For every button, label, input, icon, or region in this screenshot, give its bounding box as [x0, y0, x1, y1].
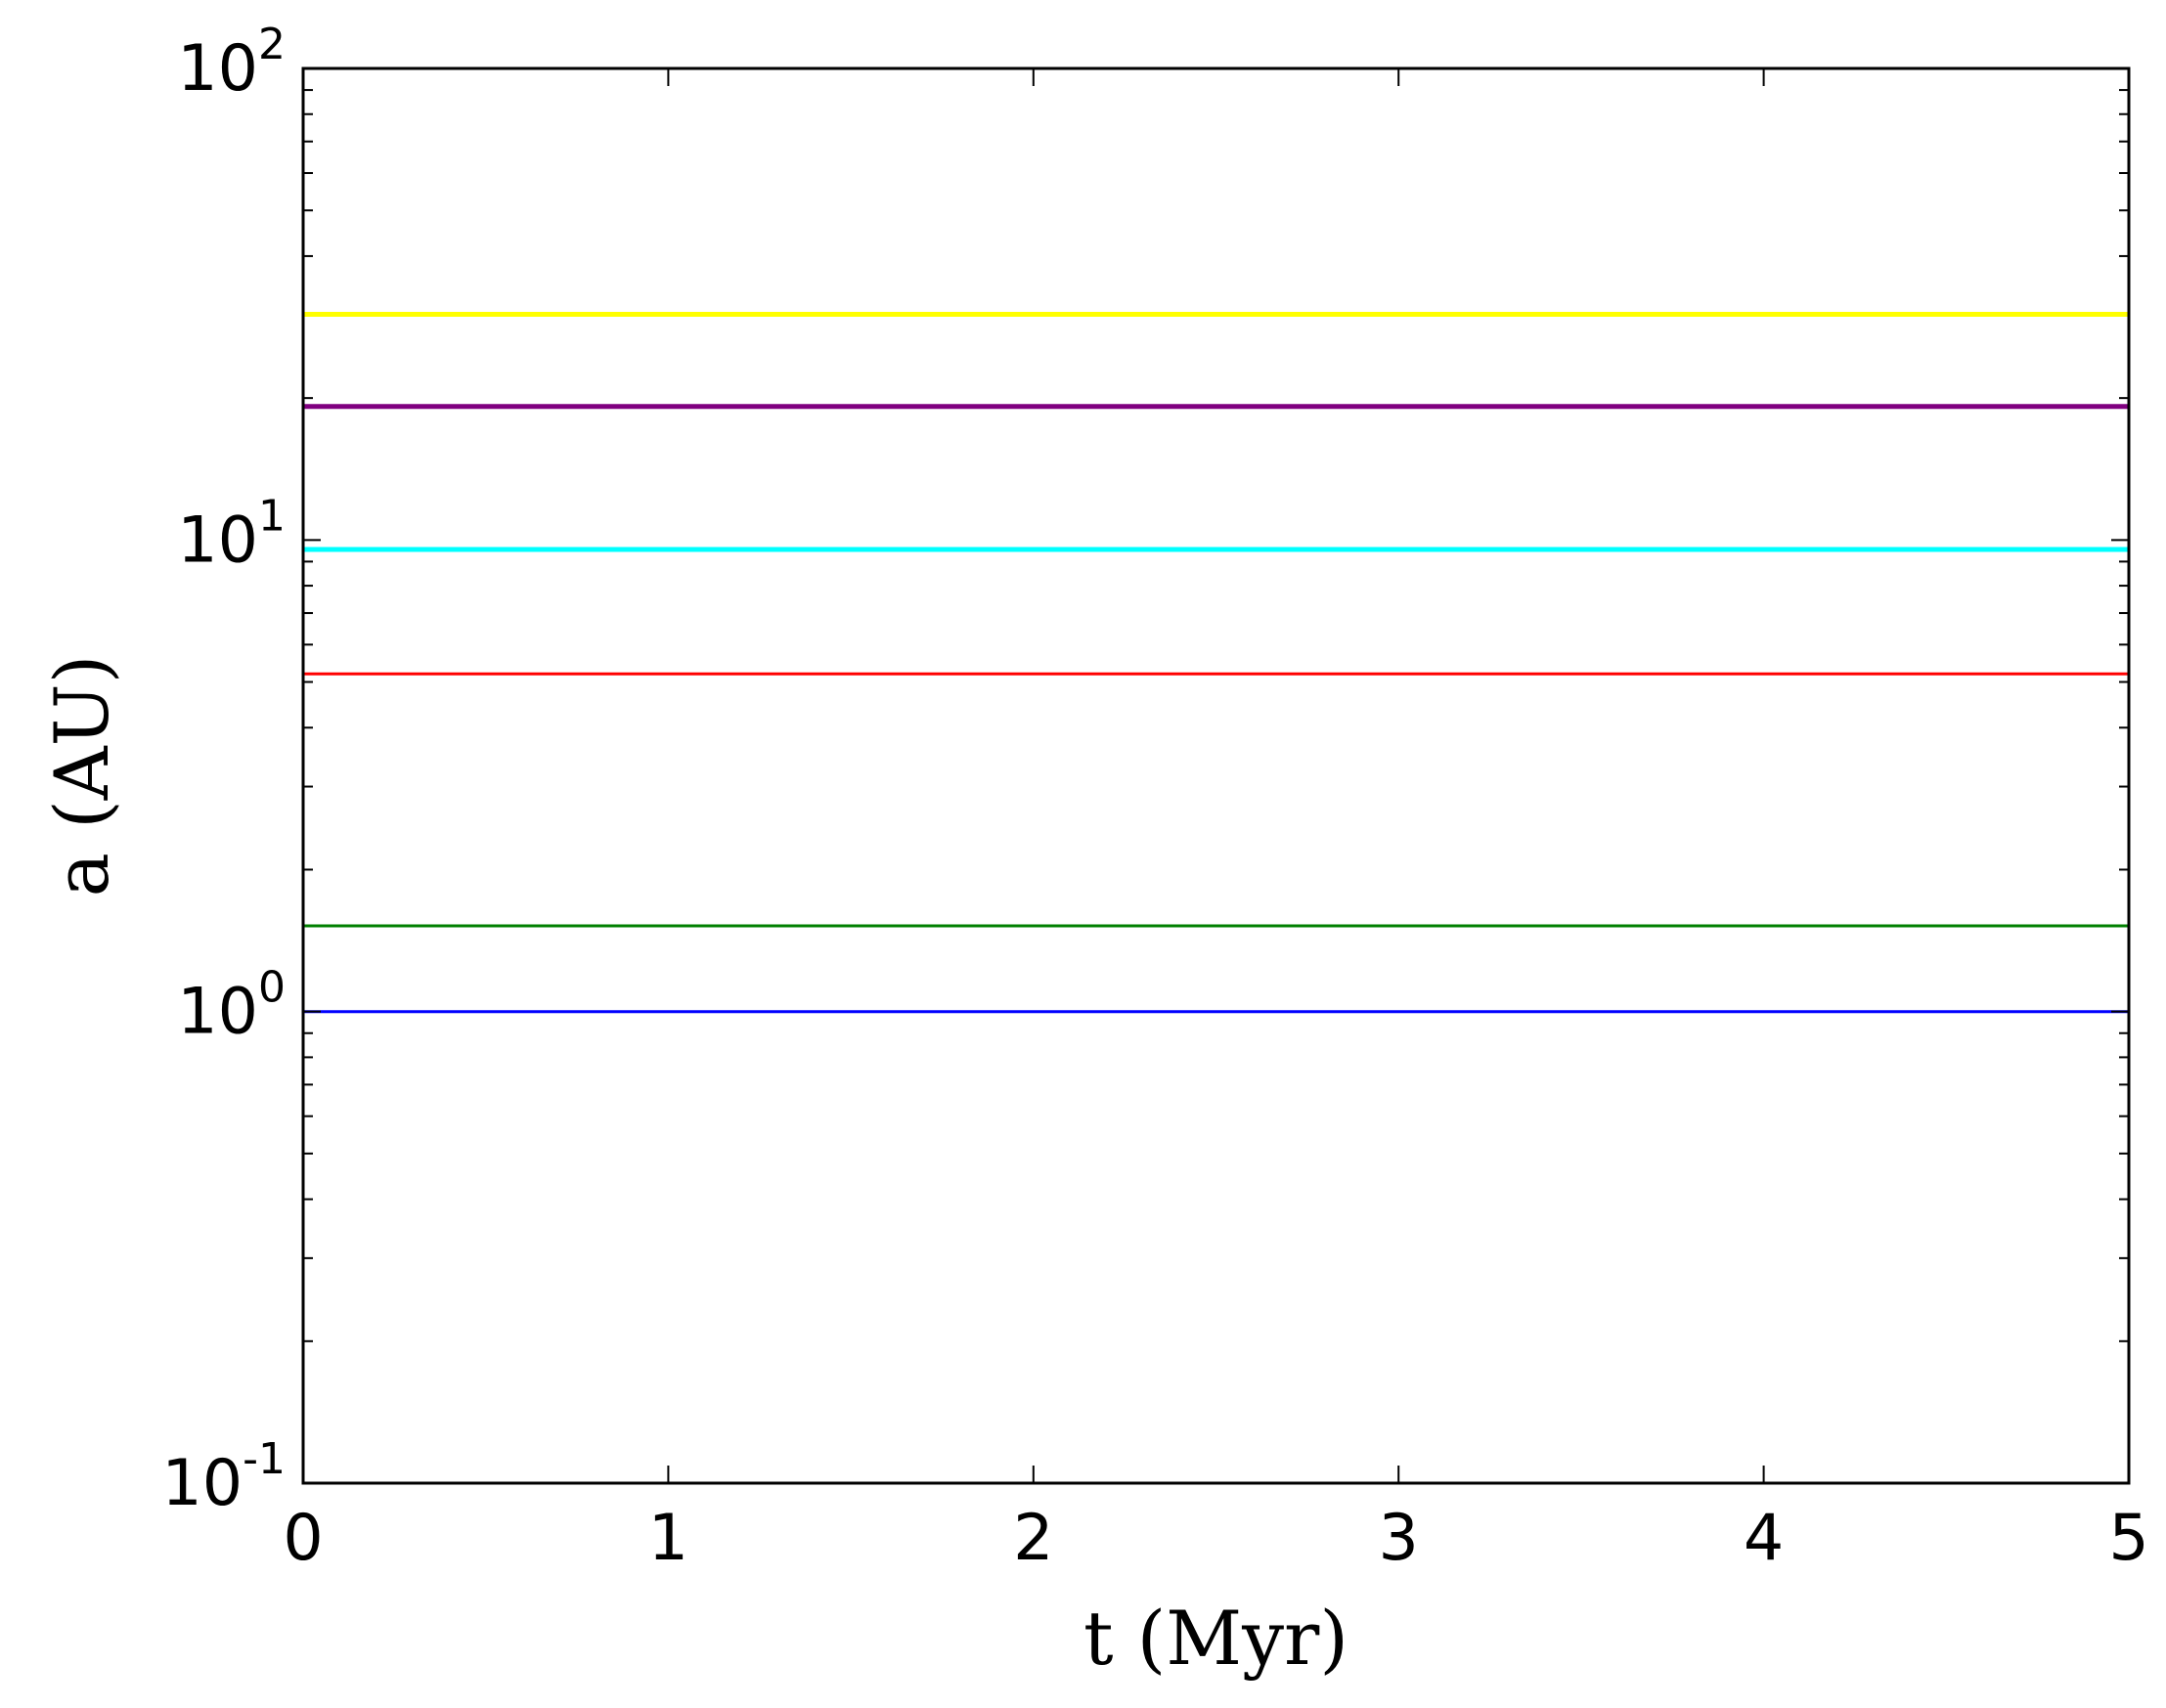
x-tick-labels: 0 1 2 3 4 5 — [283, 1502, 2148, 1575]
major-ticks — [302, 67, 2130, 1484]
y-tick-label: 100 — [177, 963, 286, 1049]
y-tick-base: 10 — [177, 976, 258, 1049]
x-tick-label: 0 — [283, 1502, 323, 1575]
y-tick-label: 10-1 — [161, 1434, 286, 1520]
minor-ticks — [303, 89, 2129, 1342]
x-tick-label: 5 — [2108, 1502, 2148, 1575]
x-axis-label: t (Myr) — [1083, 1595, 1348, 1682]
y-tick-label: 101 — [177, 491, 286, 577]
y-tick-base: 10 — [161, 1447, 243, 1520]
plot-frame — [301, 66, 2131, 1485]
y-axis-label: a (AU) — [38, 655, 125, 898]
series-layer — [303, 312, 2129, 1014]
y-tick-exponent: 0 — [258, 963, 286, 1013]
y-tick-label: 102 — [177, 20, 286, 106]
y-tick-exponent: 2 — [258, 20, 286, 69]
x-tick-label: 4 — [1744, 1502, 1784, 1575]
y-tick-exponent: -1 — [243, 1434, 286, 1484]
y-tick-base: 10 — [177, 504, 258, 577]
y-tick-base: 10 — [177, 32, 258, 106]
y-tick-exponent: 1 — [258, 491, 286, 541]
x-tick-label: 3 — [1379, 1502, 1419, 1575]
x-tick-label: 2 — [1013, 1502, 1053, 1575]
x-tick-label: 1 — [648, 1502, 688, 1575]
